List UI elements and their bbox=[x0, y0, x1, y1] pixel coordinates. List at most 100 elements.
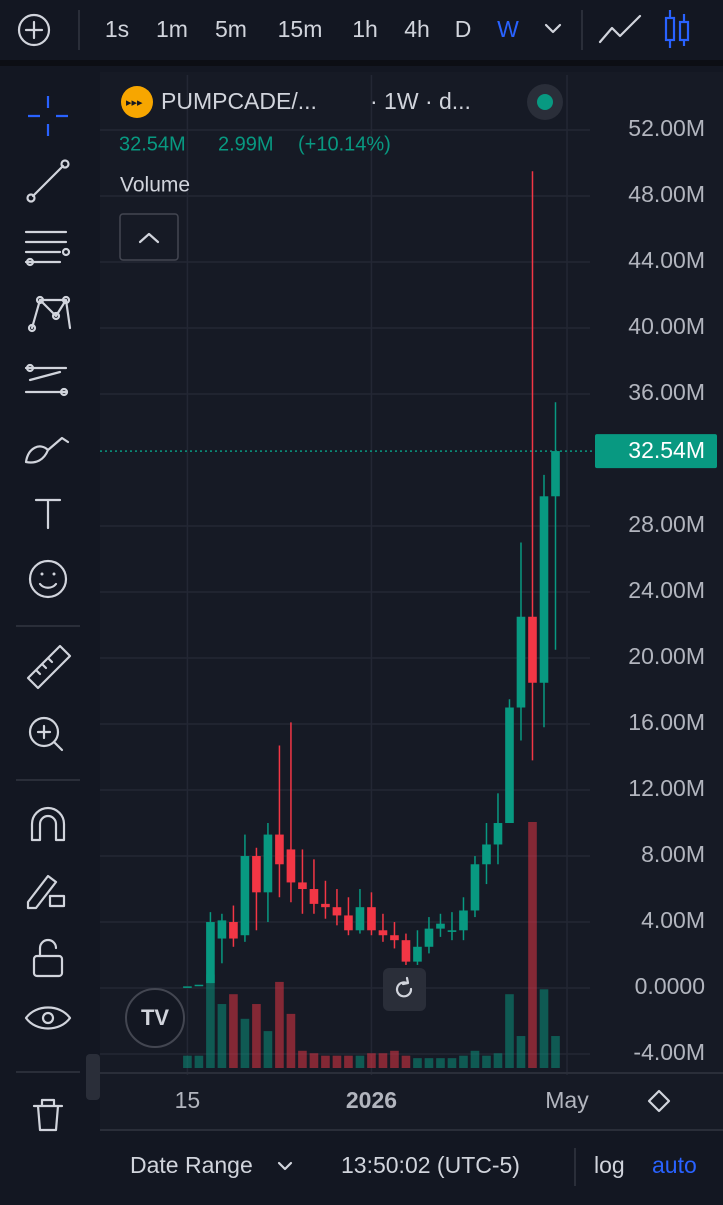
symbol-logo-text: ▸▸▸ bbox=[126, 97, 143, 109]
candle-body bbox=[390, 935, 399, 941]
candle-body bbox=[470, 864, 480, 911]
legend-change: 2.99M bbox=[218, 133, 274, 155]
svg-text:TV: TV bbox=[141, 1005, 169, 1030]
y-tick-label: 0.0000 bbox=[635, 973, 705, 999]
tv-logo[interactable]: TV bbox=[125, 988, 185, 1048]
volume-bar bbox=[424, 1058, 434, 1068]
date-range-menu[interactable] bbox=[277, 1161, 293, 1171]
interval-button[interactable]: 5m bbox=[215, 16, 247, 42]
candle-chart-type[interactable] bbox=[664, 10, 690, 48]
legend-change-pct: (+10.14%) bbox=[298, 133, 391, 155]
volume-bar bbox=[240, 1018, 250, 1068]
volume-bar bbox=[275, 981, 284, 1068]
volume-bar bbox=[217, 1004, 227, 1068]
y-tick-label: 48.00M bbox=[628, 181, 705, 207]
delete-tool[interactable] bbox=[32, 1098, 64, 1132]
interval-button[interactable]: 1h bbox=[352, 16, 378, 42]
candle-body bbox=[206, 922, 215, 984]
interval-menu[interactable] bbox=[544, 23, 562, 34]
interval-button[interactable]: 1s bbox=[105, 16, 129, 42]
clock[interactable]: 13:50:02 (UTC-5) bbox=[341, 1152, 520, 1178]
volume-bar bbox=[367, 1053, 376, 1068]
emoji-tool[interactable] bbox=[28, 559, 68, 599]
volume-bar bbox=[447, 1058, 457, 1068]
legend-volume: 32.54M bbox=[119, 133, 186, 155]
candle-body bbox=[275, 834, 284, 865]
interval-button[interactable]: 15m bbox=[278, 16, 323, 42]
volume-bar bbox=[355, 1055, 365, 1068]
log-toggle[interactable]: log bbox=[594, 1152, 625, 1178]
candle-body bbox=[344, 915, 353, 931]
interval-button[interactable]: 4h bbox=[404, 16, 430, 42]
lock-drawings[interactable] bbox=[26, 874, 66, 910]
collapse-legend[interactable] bbox=[119, 213, 179, 261]
candle-body bbox=[217, 920, 227, 939]
candle-body bbox=[493, 823, 503, 845]
candle-body bbox=[263, 834, 273, 893]
volume-bar bbox=[539, 989, 549, 1068]
forecast-tool[interactable] bbox=[24, 363, 69, 397]
candle-body bbox=[505, 707, 514, 824]
market-status[interactable] bbox=[537, 94, 553, 110]
candle-body bbox=[447, 930, 457, 932]
date-range[interactable]: Date Range bbox=[130, 1152, 253, 1178]
symbol-meta: · 1W · d... bbox=[370, 88, 471, 114]
candle-body bbox=[528, 616, 537, 683]
collapse-toolbar[interactable] bbox=[86, 1054, 100, 1100]
collapse-icon bbox=[138, 232, 160, 244]
indicator-name[interactable]: Volume bbox=[120, 174, 190, 197]
unlock-tool[interactable] bbox=[32, 938, 64, 978]
volume-bar bbox=[493, 1053, 503, 1068]
pattern-tool[interactable] bbox=[27, 295, 72, 333]
top-bar bbox=[0, 0, 723, 60]
volume-bar bbox=[459, 1055, 468, 1068]
candle-body bbox=[482, 844, 491, 865]
interval-button[interactable]: W bbox=[497, 16, 519, 42]
trend-line-tool[interactable] bbox=[26, 159, 70, 203]
magnet-tool[interactable] bbox=[30, 806, 66, 842]
interval-button[interactable]: D bbox=[455, 16, 472, 42]
volume-bar bbox=[528, 822, 537, 1068]
candle-body bbox=[436, 923, 445, 929]
crosshair-tool[interactable] bbox=[28, 96, 68, 136]
legend: ▸▸▸ PUMPCADE/... · 1W · d... 32.54M 2.99… bbox=[119, 84, 563, 261]
line-chart-type[interactable] bbox=[598, 14, 642, 44]
add-symbol[interactable] bbox=[17, 13, 51, 47]
candle-body bbox=[355, 907, 365, 931]
candle-body bbox=[183, 986, 192, 988]
auto-toggle[interactable]: auto bbox=[652, 1152, 697, 1178]
last-price-tag bbox=[595, 434, 717, 469]
x-tick-label: 15 bbox=[175, 1087, 201, 1113]
candle-body bbox=[194, 984, 204, 987]
brush-tool[interactable] bbox=[24, 436, 70, 464]
volume-bar bbox=[505, 994, 514, 1068]
volume-bar bbox=[206, 974, 215, 1068]
zoom-tool[interactable] bbox=[28, 716, 64, 752]
volume-bar bbox=[229, 994, 238, 1068]
candle-body bbox=[321, 903, 330, 908]
candle-body bbox=[309, 889, 319, 904]
candle-body bbox=[229, 922, 238, 939]
y-tick-label: 28.00M bbox=[628, 511, 705, 537]
interval-button[interactable]: 1m bbox=[156, 16, 188, 42]
y-tick-label: 44.00M bbox=[628, 247, 705, 273]
y-tick-label: 8.00M bbox=[641, 841, 705, 867]
volume-bar bbox=[263, 1031, 273, 1068]
text-tool[interactable] bbox=[34, 498, 62, 530]
y-tick-label: -4.00M bbox=[633, 1039, 705, 1065]
left-toolbar bbox=[16, 96, 80, 1132]
visibility-tool[interactable] bbox=[24, 1006, 72, 1030]
settings[interactable] bbox=[647, 1089, 671, 1113]
reset-chart[interactable] bbox=[383, 968, 426, 1011]
volume-bar bbox=[183, 1055, 192, 1068]
ruler-tool[interactable] bbox=[26, 644, 72, 690]
chart-pane bbox=[100, 72, 723, 1130]
separator bbox=[0, 60, 723, 66]
candle-body bbox=[401, 940, 411, 962]
candle-body bbox=[516, 616, 526, 708]
fib-tool[interactable] bbox=[24, 230, 71, 267]
y-tick-label: 20.00M bbox=[628, 643, 705, 669]
symbol-name[interactable]: PUMPCADE/... bbox=[161, 88, 317, 114]
